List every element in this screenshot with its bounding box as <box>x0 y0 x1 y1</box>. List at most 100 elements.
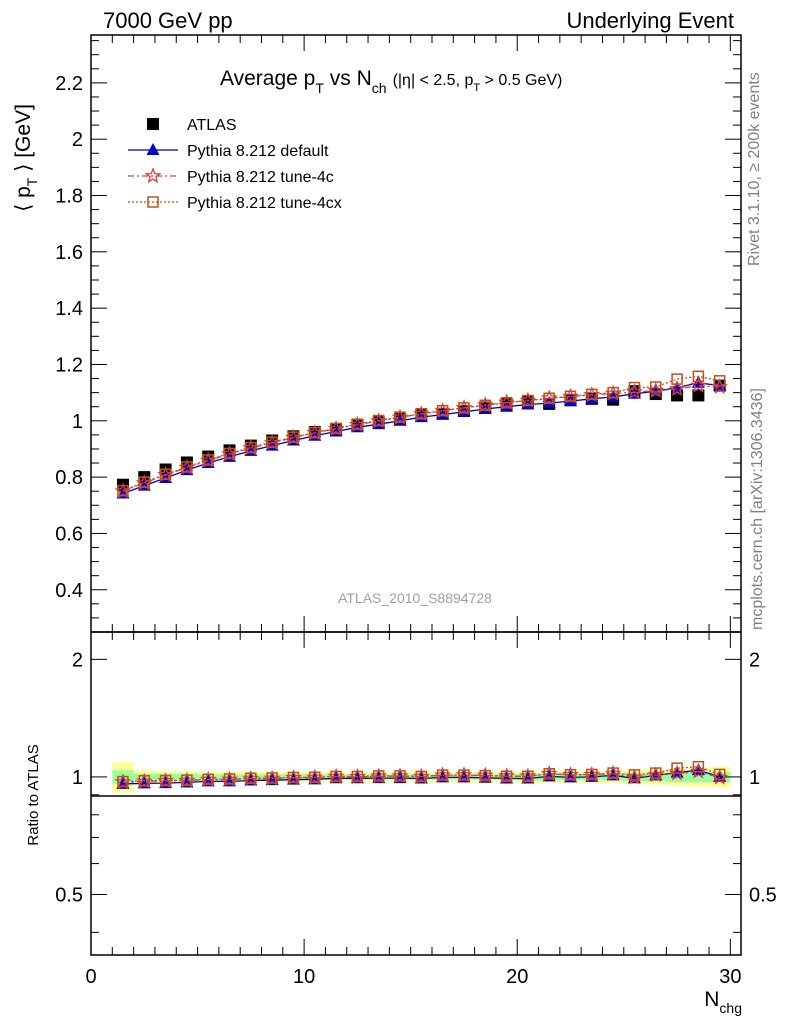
y-tick-label: 1.4 <box>55 298 83 320</box>
uncertainty-band-inner <box>687 771 710 783</box>
ratio-point <box>713 768 726 781</box>
main-y-tick-labels: 0.4 0.6 0.8 1 1.2 1.4 1.6 1.8 2 2.2 <box>55 73 83 602</box>
ratio-y-ticks <box>91 658 741 933</box>
ratio-point <box>394 770 406 782</box>
main-panel: 0.4 0.6 0.8 1 1.2 1.4 1.6 1.8 2 2.2 Average pT vs… <box>12 34 742 633</box>
data-point <box>692 389 705 402</box>
ratio-point <box>500 770 513 783</box>
y-tick-label: 0.4 <box>55 580 83 602</box>
ratio-point <box>245 772 257 785</box>
data-point <box>689 376 707 393</box>
data-point <box>564 390 577 403</box>
ratio-point <box>564 768 577 781</box>
data-point <box>351 418 364 430</box>
ratio-point <box>372 770 385 782</box>
data-point <box>479 399 492 412</box>
ratio-point <box>586 768 598 781</box>
x-tick-label: 0 <box>85 966 96 988</box>
ratio-point <box>436 769 449 781</box>
data-point <box>628 381 641 394</box>
y-tick-label: 0.6 <box>55 523 83 545</box>
legend-label: ATLAS <box>187 117 237 134</box>
data-point <box>415 408 428 420</box>
y-tick-label-right: 2 <box>749 649 760 671</box>
ratio-y-axis-label: Ratio to ATLAS <box>25 744 42 845</box>
data-point <box>394 411 406 423</box>
header-right-label: Underlying Event <box>566 8 734 33</box>
data-point <box>586 388 598 401</box>
data-point <box>202 454 214 466</box>
series-line <box>122 384 720 492</box>
ratio-point <box>159 774 172 787</box>
legend-label: Pythia 8.212 tune-4c <box>187 169 334 186</box>
ratio-series <box>114 760 729 790</box>
y-tick-label: 2.2 <box>55 73 83 95</box>
y-tick-label: 1 <box>72 767 83 789</box>
legend-marker <box>147 196 159 208</box>
main-y-axis-label: ⟨ pT ⟩ [GeV] <box>12 104 40 212</box>
x-tick-label: 20 <box>506 966 528 988</box>
main-title: Average pT vs Nch (|η| < 2.5, pT > 0.5 Ge… <box>220 67 562 96</box>
ratio-point <box>479 769 492 782</box>
data-point <box>543 392 555 405</box>
header-left-label: 7000 GeV pp <box>103 8 233 33</box>
ratio-x-ticks: 0 10 20 30 <box>85 632 741 988</box>
ratio-line <box>122 766 720 783</box>
data-point <box>372 414 385 427</box>
y-tick-label: 1.8 <box>55 186 83 208</box>
data-point <box>500 397 513 409</box>
y-tick-label: 1 <box>72 411 83 433</box>
y-tick-label: 2 <box>72 129 83 151</box>
data-point <box>138 476 151 488</box>
watermark-label: ATLAS_2010_S8894728 <box>338 590 492 606</box>
data-point <box>287 431 300 443</box>
ratio-point <box>330 770 342 783</box>
data-point <box>330 422 342 435</box>
data-point <box>692 370 705 383</box>
legend-label: Pythia 8.212 tune-4cx <box>187 195 342 212</box>
ratio-panel: 0.5 0.5 1 1 2 2 0 10 20 30 Ratio to ATLAS Nchg <box>25 631 777 1016</box>
data-point <box>309 426 321 439</box>
data-point <box>117 484 129 497</box>
ratio-point <box>351 770 364 783</box>
data-point <box>223 447 236 460</box>
y-tick-label: 2 <box>72 649 83 671</box>
ratio-point <box>223 773 236 785</box>
data-point <box>650 381 662 393</box>
x-tick-label: 30 <box>719 966 741 988</box>
ratio-plot-frame <box>90 631 742 956</box>
y-tick-label: 1.6 <box>55 242 83 264</box>
data-point <box>713 375 726 387</box>
series-pythia-8-212-tune-4cx <box>117 370 726 497</box>
legend: ATLAS Pythia 8.212 default Pythia 8.212 tu… <box>128 117 342 212</box>
legend-label: Pythia 8.212 default <box>187 143 329 160</box>
ratio-point <box>522 770 534 783</box>
data-point <box>181 461 193 473</box>
ratio-point <box>628 769 641 781</box>
ratio-point <box>309 771 321 784</box>
ratio-point <box>181 774 193 786</box>
y-tick-label-right: 1 <box>749 767 760 789</box>
data-point <box>458 402 470 414</box>
main-series <box>114 370 729 499</box>
series-pythia-8-212-default <box>116 375 727 499</box>
ratio-point <box>671 762 683 774</box>
ratio-point <box>692 760 705 773</box>
ratio-point <box>117 775 129 788</box>
data-point <box>607 386 619 399</box>
ratio-point <box>287 771 300 784</box>
ratio-point <box>266 772 278 784</box>
ratio-y-tick-labels: 0.5 0.5 1 1 2 2 <box>55 649 777 906</box>
data-point <box>668 380 686 397</box>
x-axis-label: Nchg <box>704 988 742 1016</box>
legend-marker <box>147 118 159 130</box>
ratio-point <box>650 767 662 779</box>
ratio-point <box>415 770 428 783</box>
ratio-line <box>122 770 720 783</box>
data-point <box>522 394 534 407</box>
series-line <box>122 382 720 495</box>
ratio-point <box>138 774 151 787</box>
y-tick-label: 1.2 <box>55 354 83 376</box>
legend-marker <box>146 143 160 155</box>
